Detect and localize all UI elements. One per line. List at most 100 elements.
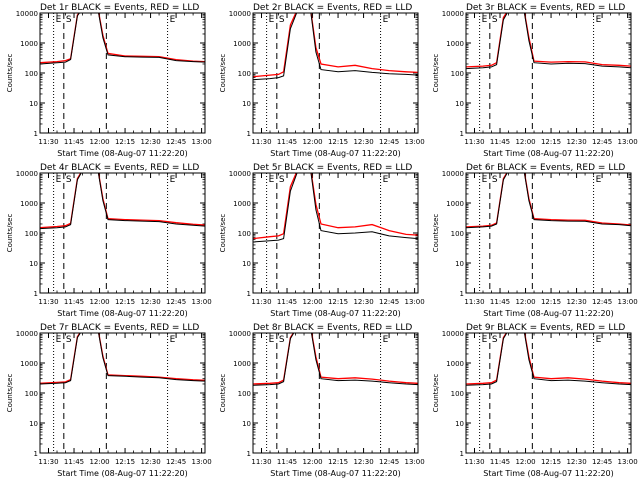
plot-frame [39, 172, 206, 294]
x-axis-label: Start Time (08-Aug-07 11:22:20) [57, 469, 188, 478]
y-axis-label: Counts/sec [219, 54, 227, 93]
y-axis-label: Counts/sec [6, 374, 14, 413]
y-tick-label: 1 [460, 130, 464, 138]
x-tick-label: 11:45 [277, 138, 297, 146]
chart-title: Det 6r BLACK = Events, RED = LLD [466, 163, 625, 173]
chart-panel-5: Det 5r BLACK = Events, RED = LLD Counts/s… [219, 163, 425, 318]
marker-letter-s: S [279, 15, 285, 25]
series-line-events [40, 13, 205, 65]
y-tick-label: 100 [238, 390, 251, 398]
x-tick-label: 12:30 [140, 298, 160, 306]
y-axis-label: Counts/sec [219, 374, 227, 413]
x-tick-label: 11:45 [64, 138, 84, 146]
y-tick-label: 10000 [16, 330, 38, 338]
y-tick-label: 10000 [229, 170, 251, 178]
y-tick-label: 10000 [442, 170, 464, 178]
x-tick-label: 12:15 [328, 138, 348, 146]
y-tick-label: 100 [451, 230, 464, 238]
chart-title: Det 7r BLACK = Events, RED = LLD [40, 323, 199, 333]
marker-letter-e: E [170, 15, 176, 25]
plot-frame [252, 12, 419, 134]
x-tick-label: 12:15 [541, 138, 561, 146]
y-tick-label: 10 [455, 100, 464, 108]
y-axis-label: Counts/sec [432, 374, 440, 413]
marker-letter-e: E [383, 335, 389, 345]
y-tick-label: 100 [238, 230, 251, 238]
plot-frame [39, 332, 206, 454]
x-tick-label: 12:15 [328, 458, 348, 466]
x-tick-label: 12:30 [353, 298, 373, 306]
y-tick-label: 1000 [233, 360, 251, 368]
series-line-events [466, 333, 631, 386]
x-tick-label: 12:30 [566, 298, 586, 306]
marker-letter-e: E [383, 15, 389, 25]
y-tick-label: 1000 [446, 360, 464, 368]
y-tick-label: 1000 [446, 40, 464, 48]
marker-letter-s: S [66, 15, 72, 25]
plot-frame [465, 172, 632, 294]
x-tick-label: 11:45 [277, 458, 297, 466]
y-tick-label: 10000 [16, 170, 38, 178]
y-tick-label: 10 [29, 420, 38, 428]
x-tick-label: 12:15 [115, 298, 135, 306]
x-tick-label: 11:45 [490, 458, 510, 466]
x-tick-label: 12:45 [379, 138, 399, 146]
x-tick-label: 11:30 [464, 138, 484, 146]
y-tick-label: 100 [451, 70, 464, 78]
y-tick-label: 10 [29, 100, 38, 108]
chart-panel-6: Det 6r BLACK = Events, RED = LLD Counts/s… [432, 163, 638, 318]
marker-letter-e: E [383, 175, 389, 185]
y-tick-label: 10 [242, 100, 251, 108]
y-tick-label: 1000 [20, 40, 38, 48]
y-tick-label: 10000 [442, 330, 464, 338]
x-tick-label: 12:45 [592, 138, 612, 146]
x-tick-label: 12:00 [515, 138, 535, 146]
x-tick-label: 11:30 [38, 458, 58, 466]
series-line-events [253, 173, 418, 243]
marker-letter-e: E [482, 15, 488, 25]
series-line-events [40, 173, 205, 230]
marker-letter-s: S [492, 15, 498, 25]
y-axis-label: Counts/sec [432, 54, 440, 93]
marker-letter-s: S [279, 335, 285, 345]
y-tick-label: 10 [29, 260, 38, 268]
x-tick-label: 12:00 [302, 138, 322, 146]
chart-title: Det 8r BLACK = Events, RED = LLD [253, 323, 412, 333]
y-tick-label: 1 [460, 450, 464, 458]
chart-panel-2: Det 2r BLACK = Events, RED = LLD Counts/s… [219, 3, 425, 158]
x-tick-label: 12:00 [515, 458, 535, 466]
x-tick-label: 12:30 [140, 138, 160, 146]
series-line-events [466, 13, 631, 70]
y-tick-label: 1 [34, 130, 38, 138]
x-tick-label: 12:15 [115, 458, 135, 466]
series-line-events [253, 13, 418, 81]
marker-letter-e: E [170, 335, 176, 345]
marker-letter-e: E [482, 175, 488, 185]
y-tick-label: 1000 [20, 200, 38, 208]
y-axis-label: Counts/sec [6, 54, 14, 93]
marker-letter-s: S [66, 335, 72, 345]
x-axis-label: Start Time (08-Aug-07 11:22:20) [57, 309, 188, 318]
x-tick-label: 11:30 [464, 298, 484, 306]
series-line-events [466, 173, 631, 229]
marker-letter-s: S [492, 175, 498, 185]
x-tick-label: 13:00 [618, 298, 638, 306]
x-tick-label: 12:45 [592, 298, 612, 306]
y-tick-label: 10000 [442, 10, 464, 18]
x-tick-label: 11:45 [490, 138, 510, 146]
x-tick-label: 12:45 [166, 138, 186, 146]
x-tick-label: 12:45 [379, 298, 399, 306]
x-axis-label: Start Time (08-Aug-07 11:22:20) [270, 309, 401, 318]
chart-title: Det 1r BLACK = Events, RED = LLD [40, 3, 199, 13]
x-tick-label: 12:30 [140, 458, 160, 466]
x-tick-label: 12:30 [353, 138, 373, 146]
chart-title: Det 5r BLACK = Events, RED = LLD [253, 163, 412, 173]
y-tick-label: 10 [242, 420, 251, 428]
y-axis-label: Counts/sec [219, 214, 227, 253]
y-tick-label: 10000 [229, 330, 251, 338]
series-line-lld [253, 13, 418, 78]
x-tick-label: 13:00 [192, 138, 212, 146]
y-tick-label: 100 [25, 230, 38, 238]
x-axis-label: Start Time (08-Aug-07 11:22:20) [483, 469, 614, 478]
